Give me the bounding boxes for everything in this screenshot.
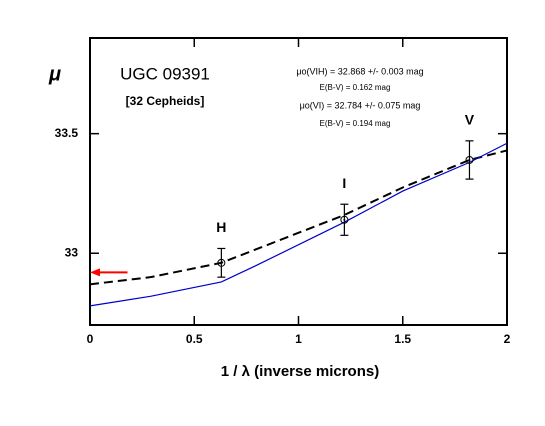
- x-tick-label: 2: [504, 332, 511, 346]
- annotation: μo(VIH) = 32.868 +/- 0.003 mag: [296, 66, 423, 76]
- data-point: [465, 155, 474, 164]
- data-point: [340, 215, 349, 224]
- data-point-center: [343, 218, 346, 221]
- data-point: [217, 258, 226, 267]
- chart-subtitle: [32 Cepheids]: [126, 94, 205, 108]
- point-label: V: [465, 112, 475, 128]
- y-tick-label: 33: [65, 245, 79, 259]
- x-tick-label: 1: [295, 332, 302, 346]
- series-line: [89, 149, 508, 286]
- x-tick-label: 0: [87, 332, 94, 346]
- annotation: E(B-V) = 0.194 mag: [320, 119, 391, 128]
- point-label: H: [216, 219, 226, 235]
- y-tick-label: 33.5: [55, 126, 79, 140]
- annotation: E(B-V) = 0.162 mag: [320, 83, 391, 92]
- arrow-head: [90, 268, 100, 277]
- data-point-center: [468, 158, 471, 161]
- y-axis-label: μ: [48, 63, 61, 85]
- chart-title: UGC 09391: [120, 64, 210, 83]
- point-label: I: [342, 175, 346, 191]
- series-line: [89, 142, 508, 307]
- annotation: μo(VI) = 32.784 +/- 0.075 mag: [300, 100, 421, 110]
- x-tick-label: 1.5: [394, 332, 411, 346]
- data-point-center: [220, 261, 223, 264]
- x-tick-label: 0.5: [186, 332, 203, 346]
- x-axis-label: 1 / λ (inverse microns): [221, 363, 379, 380]
